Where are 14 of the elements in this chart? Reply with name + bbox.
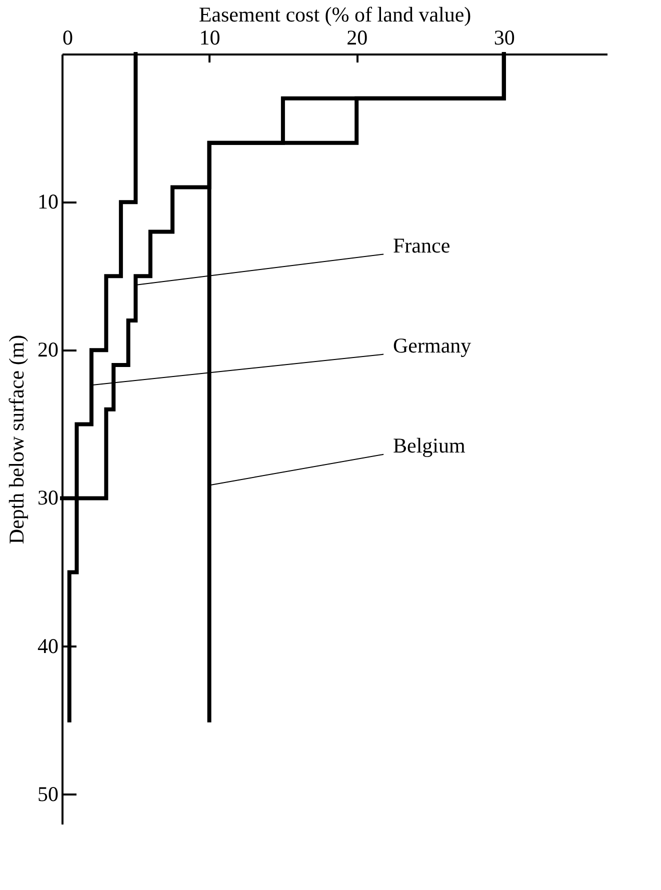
x-tick-label: 10: [199, 26, 220, 50]
y-tick-label: 50: [38, 782, 58, 806]
text: Germany: [393, 334, 472, 358]
text: France: [393, 234, 450, 258]
x-tick-label: 30: [494, 26, 515, 50]
y-tick-label: 20: [38, 338, 58, 362]
x-tick-label: 20: [346, 26, 368, 50]
x-axis-title: Easement cost (% of land value): [198, 2, 472, 26]
x-tick-label: 0: [62, 26, 73, 50]
y-axis-title: Depth below surface (m): [4, 334, 28, 544]
y-tick-label: 30: [38, 486, 58, 510]
y-tick-label: 40: [38, 634, 58, 658]
y-tick-label: 10: [38, 190, 58, 214]
text: Belgium: [393, 434, 466, 458]
